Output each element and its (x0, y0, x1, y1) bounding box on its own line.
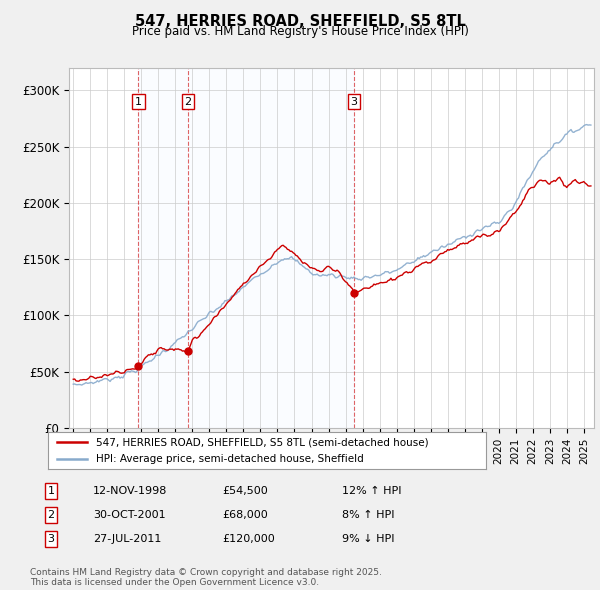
Text: £54,500: £54,500 (222, 486, 268, 496)
Bar (139, 68, 354, 428)
Text: 547, HERRIES ROAD, SHEFFIELD, S5 8TL (semi-detached house): 547, HERRIES ROAD, SHEFFIELD, S5 8TL (se… (96, 437, 429, 447)
Text: 12% ↑ HPI: 12% ↑ HPI (342, 486, 401, 496)
Text: £120,000: £120,000 (222, 535, 275, 544)
Text: 3: 3 (350, 97, 358, 107)
Text: 1: 1 (47, 486, 55, 496)
Text: 2: 2 (47, 510, 55, 520)
Text: 1: 1 (135, 97, 142, 107)
Text: Contains HM Land Registry data © Crown copyright and database right 2025.
This d: Contains HM Land Registry data © Crown c… (30, 568, 382, 587)
Text: 2: 2 (185, 97, 191, 107)
Text: 30-OCT-2001: 30-OCT-2001 (93, 510, 166, 520)
Text: 547, HERRIES ROAD, SHEFFIELD, S5 8TL: 547, HERRIES ROAD, SHEFFIELD, S5 8TL (134, 14, 466, 28)
Text: 8% ↑ HPI: 8% ↑ HPI (342, 510, 395, 520)
Text: Price paid vs. HM Land Registry's House Price Index (HPI): Price paid vs. HM Land Registry's House … (131, 25, 469, 38)
Text: £68,000: £68,000 (222, 510, 268, 520)
Text: 12-NOV-1998: 12-NOV-1998 (93, 486, 167, 496)
Text: 9% ↓ HPI: 9% ↓ HPI (342, 535, 395, 544)
Text: 3: 3 (47, 535, 55, 544)
Text: HPI: Average price, semi-detached house, Sheffield: HPI: Average price, semi-detached house,… (96, 454, 364, 464)
Text: 27-JUL-2011: 27-JUL-2011 (93, 535, 161, 544)
